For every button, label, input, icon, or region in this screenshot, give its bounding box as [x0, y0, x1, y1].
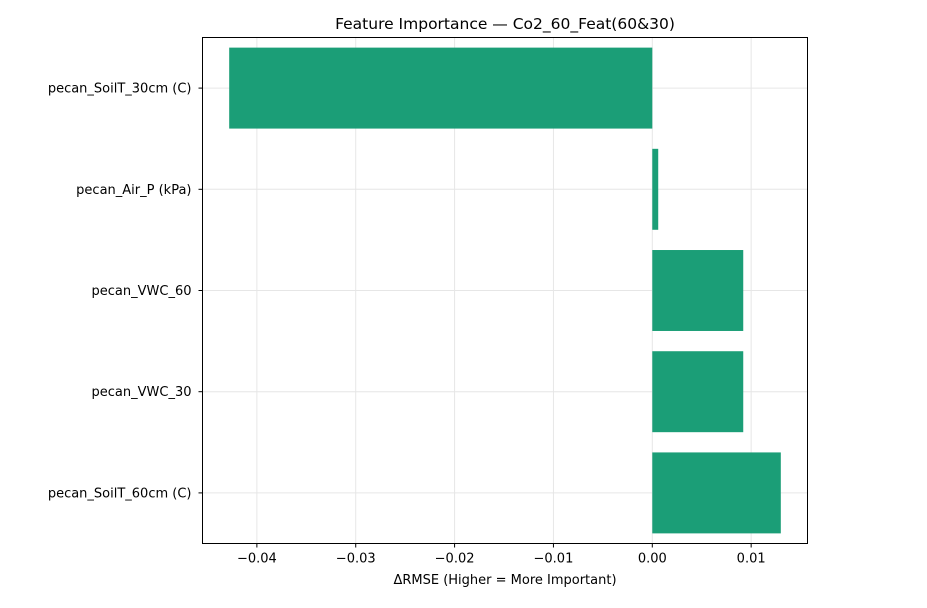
- chart-title: Feature Importance — Co2_60_Feat(60&30): [335, 15, 675, 34]
- x-tick-label: −0.04: [237, 552, 277, 567]
- y-axis-ticks: pecan_SoilT_30cm (C) pecan_Air_P (kPa) pec…: [48, 82, 203, 501]
- bar-1: [652, 148, 659, 230]
- x-axis-title: ΔRMSE (Higher = More Important): [393, 573, 616, 588]
- y-tick-label: pecan_SoilT_60cm (C): [48, 486, 192, 501]
- bars: [229, 47, 781, 534]
- y-tick-label: pecan_SoilT_30cm (C): [48, 82, 192, 97]
- x-tick-label: −0.03: [336, 552, 376, 567]
- x-tick-label: −0.01: [534, 552, 574, 567]
- y-tick-label: pecan_Air_P (kPa): [76, 183, 191, 198]
- bar-3: [652, 351, 744, 433]
- x-axis-ticks: −0.04 −0.03 −0.02 −0.01 0.00 0.01: [237, 543, 766, 567]
- bar-2: [652, 250, 744, 331]
- x-tick-label: 0.00: [638, 552, 667, 567]
- y-tick-label: pecan_VWC_30: [92, 385, 192, 400]
- x-tick-label: −0.02: [435, 552, 475, 567]
- y-tick-label: pecan_VWC_60: [92, 284, 192, 299]
- bar-4: [652, 452, 781, 534]
- bar-0: [229, 47, 653, 129]
- x-tick-label: 0.01: [737, 552, 766, 567]
